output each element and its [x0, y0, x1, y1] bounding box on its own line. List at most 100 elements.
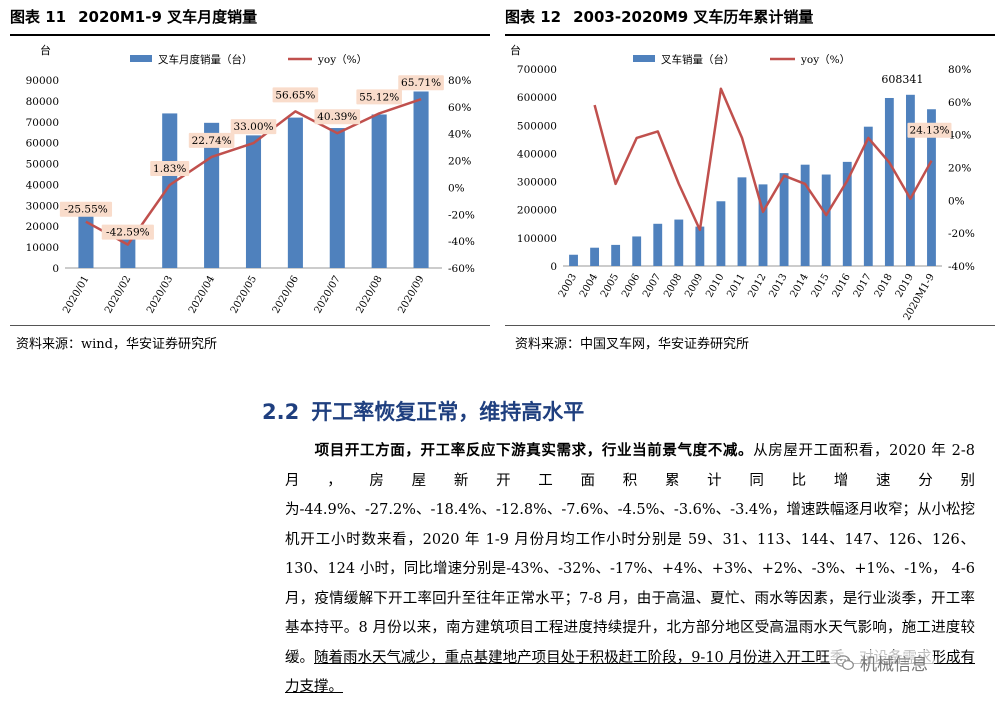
bar — [716, 201, 726, 266]
bar — [758, 184, 768, 266]
y2-tick-label: -20% — [948, 228, 975, 240]
x-tick-label: 2007 — [641, 272, 663, 300]
data-label-box — [150, 160, 190, 176]
y-tick-label: 600000 — [517, 92, 557, 104]
bar — [884, 97, 894, 266]
bar — [632, 236, 642, 266]
y2-tick-label: 40% — [948, 130, 971, 142]
x-tick-label: 2010 — [704, 272, 726, 300]
watermark-text: 机械信息 — [860, 655, 928, 675]
data-label-box — [188, 132, 235, 148]
y-tick-label: 10000 — [26, 242, 59, 254]
data-label-box — [398, 75, 444, 91]
y-tick-label: 80000 — [26, 96, 59, 108]
x-tick-label: 2016 — [831, 272, 853, 300]
bar — [779, 173, 789, 266]
figure-11-label: 图表 11 — [10, 8, 67, 26]
y-tick-label: 50000 — [26, 159, 59, 171]
y-tick-label: 0 — [52, 263, 59, 275]
body-lead-sentence: 项目开工方面，开工率反应下游真实需求，行业当前景气度不减。 — [314, 442, 754, 459]
data-label-box — [272, 87, 319, 103]
y2-tick-label: 0% — [948, 195, 965, 207]
yoy-data-label: 40.39% — [317, 111, 357, 123]
chart2-legend-bar-swatch — [633, 55, 655, 62]
data-label-box — [59, 201, 113, 217]
x-tick-label: 2009 — [683, 272, 705, 300]
x-tick-label: 2014 — [788, 272, 810, 300]
yoy-data-label: 33.00% — [233, 121, 273, 133]
x-tick-label: 2003 — [557, 272, 579, 300]
body-underlined-text: 随着雨水天气减少，重点基建地产项目处于积极赶工阶段，9-10 月份进入开工旺季，… — [285, 649, 975, 696]
yoy-line — [593, 87, 933, 232]
y2-tick-label: 60% — [448, 102, 471, 114]
chart2-legend-line-label: yoy（%） — [800, 54, 850, 66]
chart1-legend: 叉车月度销量（台） yoy（%） — [130, 53, 367, 66]
chart1-legend-bar-swatch — [130, 55, 152, 62]
x-tick-label: 2018 — [873, 272, 895, 300]
y2-tick-label: 80% — [948, 64, 971, 76]
data-label-box — [907, 122, 952, 138]
bar — [120, 238, 136, 268]
y-tick-label: 400000 — [517, 148, 557, 160]
y2-tick-label: -20% — [448, 209, 475, 221]
x-tick-label: 2020/09 — [396, 274, 426, 315]
x-tick-label: 2020/01 — [61, 274, 91, 315]
yoy-data-label: -25.55% — [64, 204, 108, 216]
bar — [800, 164, 810, 266]
y2-tick-label: 0% — [448, 182, 465, 194]
x-tick-label: 2008 — [662, 272, 684, 300]
figure-11-title-rule — [10, 34, 490, 36]
chart-annual-sales: 台 叉车销量（台） yoy（%） 0 100000 200000 300000 4000… — [510, 43, 975, 321]
y2-tick-label: 80% — [448, 75, 471, 87]
yoy-data-label: 24.13% — [909, 125, 949, 137]
yoy-data-label: -42.59% — [106, 227, 150, 239]
x-tick-label: 2011 — [725, 272, 747, 300]
section-number: 2.2 — [262, 400, 300, 424]
data-label-box — [101, 224, 154, 240]
x-tick-label: 2020/07 — [313, 274, 343, 315]
figure-12-source-rule — [505, 325, 995, 326]
bar — [695, 226, 705, 266]
y-tick-label: 300000 — [517, 177, 557, 189]
x-tick-label: 2012 — [746, 272, 768, 300]
y2-tick-label: 20% — [948, 163, 971, 175]
y-tick-label: 40000 — [26, 179, 59, 191]
yoy-data-label: 56.65% — [275, 89, 315, 101]
bar — [842, 161, 852, 266]
figure-11-title-text: 2020M1-9 叉车月度销量 — [78, 8, 258, 26]
x-tick-label: 2019 — [894, 272, 916, 300]
bar — [78, 215, 94, 268]
y-tick-label: 90000 — [26, 75, 59, 87]
chart1-unit-label: 台 — [40, 43, 51, 57]
y-tick-label: 200000 — [517, 205, 557, 217]
wechat-icon — [836, 654, 854, 670]
chart2-legend-bar-label: 叉车销量（台） — [661, 53, 735, 66]
figure-11-source: 资料来源：wind，华安证券研究所 — [16, 337, 217, 352]
data-label-box — [230, 119, 277, 135]
chart1-legend-bar-label: 叉车月度销量（台） — [158, 53, 253, 66]
data-label-box — [314, 109, 361, 125]
x-tick-label: 2006 — [620, 272, 642, 300]
figure-12-source: 资料来源：中国叉车网，华安证券研究所 — [515, 337, 750, 352]
bar — [590, 247, 600, 266]
y-tick-label: 100000 — [517, 233, 557, 245]
bar — [413, 91, 429, 268]
chart-monthly-sales: 台 叉车月度销量（台） yoy（%） 0 10000 20000 30000 40000… — [26, 43, 475, 315]
y-tick-label: 60000 — [26, 138, 59, 150]
y2-tick-label: -40% — [948, 261, 975, 273]
bar — [927, 109, 936, 266]
figure-11-source-rule — [10, 325, 490, 326]
x-tick-label: 2005 — [599, 272, 621, 300]
body-main-text: 从房屋开工面积看，2020 年 2-8 月，房屋新开工面积累计同比增速分别为-4… — [285, 443, 975, 666]
figure-12-title: 图表 12 2003-2020M9 叉车历年累计销量 — [505, 6, 813, 27]
bar — [863, 126, 873, 266]
yoy-data-label: 1.83% — [153, 163, 186, 175]
bar — [821, 174, 831, 266]
bar — [905, 94, 915, 266]
x-tick-label: 2020/05 — [229, 274, 259, 315]
y-tick-label: 70000 — [26, 117, 59, 129]
y-tick-label: 700000 — [517, 64, 557, 76]
section-heading: 2.2 开工率恢复正常，维持高水平 — [262, 396, 584, 426]
chart2-unit-label: 台 — [510, 43, 521, 57]
data-label-box — [356, 89, 402, 105]
